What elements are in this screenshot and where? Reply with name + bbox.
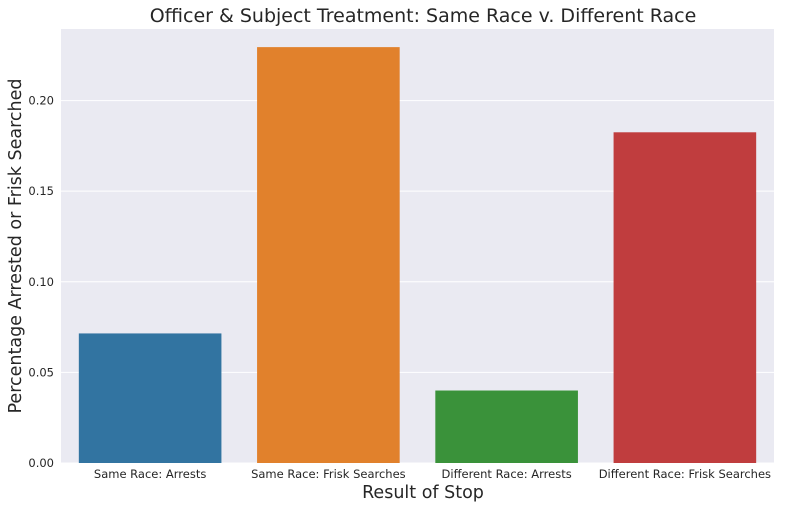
x-tick-label: Different Race: Arrests bbox=[442, 467, 572, 481]
y-tick-label: 0.05 bbox=[28, 365, 54, 379]
y-axis-ticks: 0.00 0.05 0.10 0.15 0.20 bbox=[28, 94, 54, 470]
x-tick-label: Same Race: Arrests bbox=[94, 467, 206, 481]
y-tick-label: 0.00 bbox=[28, 456, 54, 470]
x-axis-ticks: Same Race: Arrests Same Race: Frisk Searc… bbox=[94, 467, 771, 481]
bars bbox=[78, 47, 757, 463]
bar-2 bbox=[257, 47, 400, 463]
y-axis-label: Percentage Arrested or Frisk Searched bbox=[6, 79, 26, 414]
chart-title: Officer & Subject Treatment: Same Race v… bbox=[150, 5, 697, 27]
x-tick-label: Same Race: Frisk Searches bbox=[251, 467, 406, 481]
y-tick-label: 0.20 bbox=[28, 94, 54, 108]
bar-4 bbox=[613, 132, 757, 463]
x-axis-label: Result of Stop bbox=[362, 483, 484, 503]
y-tick-label: 0.10 bbox=[28, 275, 54, 289]
bar-3 bbox=[435, 390, 578, 463]
y-tick-label: 0.15 bbox=[28, 184, 54, 198]
x-tick-label: Different Race: Frisk Searches bbox=[599, 467, 771, 481]
bar-1 bbox=[78, 333, 222, 463]
